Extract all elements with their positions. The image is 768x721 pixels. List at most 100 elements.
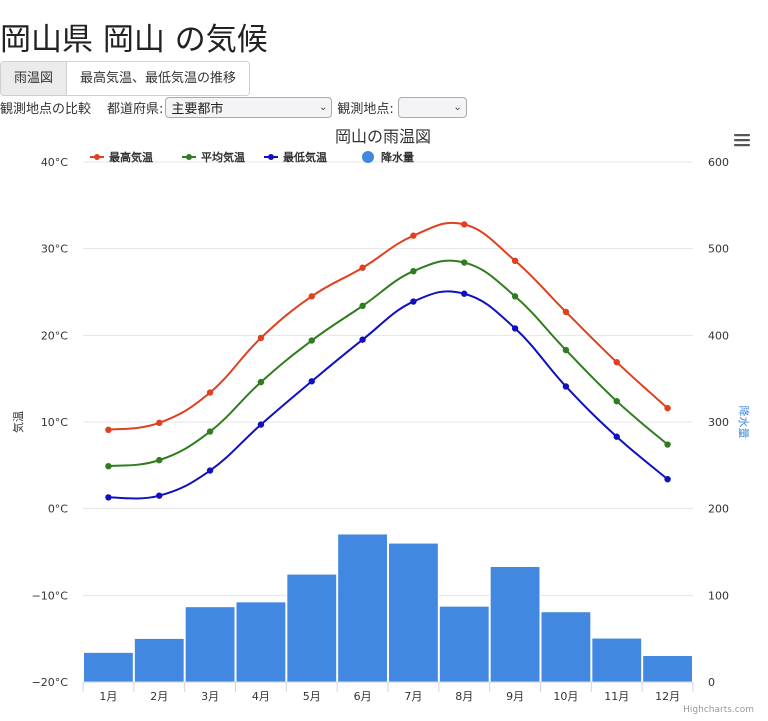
compare-label: 観測地点の比較 <box>0 101 92 117</box>
filter-row: 観測地点の比較 都道府県: 主要都市 ⌄ 観測地点: ⌄ <box>0 95 467 119</box>
chart-title: 岡山の雨温図 <box>335 127 431 146</box>
series-point <box>257 334 265 342</box>
menu-icon-bar <box>734 139 750 142</box>
precip-bar <box>540 611 592 683</box>
series-point <box>664 441 671 448</box>
grid <box>83 161 693 683</box>
series-point <box>105 463 112 470</box>
legend-label: 平均気温 <box>201 150 245 164</box>
precip-bar <box>388 542 439 683</box>
series-point <box>359 264 366 271</box>
y-left-tick-label: −20°C <box>32 676 69 689</box>
y-right-tick-label: 500 <box>708 243 729 256</box>
series-point <box>562 346 570 354</box>
series-point <box>359 302 366 310</box>
series-point <box>308 337 315 344</box>
x-tick-label: 6月 <box>354 690 372 703</box>
station-select[interactable]: ⌄ <box>397 96 467 118</box>
station-label: 観測地点: <box>337 101 394 117</box>
x-tick-label: 1月 <box>99 690 117 703</box>
series-point <box>359 336 366 343</box>
series-point <box>511 257 519 264</box>
y-right-axis-title: 降水量 <box>737 406 751 439</box>
view-tabs: 雨温図 最高気温、最低気温の推移 <box>0 61 251 96</box>
series-point <box>562 383 570 390</box>
axes: −20°C −10°C 0°C 10°C 20°C 30°C 40°C 0 100 200 300 4… <box>11 156 751 703</box>
legend: 最高気温 平均気温 最低気温 降水量 <box>90 150 414 164</box>
x-tick-label: 10月 <box>553 690 578 703</box>
y-right-tick-label: 0 <box>708 676 715 689</box>
series-point <box>511 325 519 332</box>
series-point <box>156 492 163 499</box>
series-point <box>664 404 671 412</box>
y-left-axis-title: 気温 <box>11 411 25 433</box>
y-right-tick-label: 300 <box>708 416 729 429</box>
y-left-tick-label: 0°C <box>48 503 68 516</box>
credit-link[interactable]: Highcharts.com <box>683 705 754 715</box>
legend-symbol <box>94 154 100 160</box>
series-point <box>613 359 620 366</box>
series-point <box>257 378 265 386</box>
series-point <box>461 259 468 266</box>
series-point <box>206 467 214 474</box>
series-point <box>206 428 214 435</box>
series-point <box>156 419 163 427</box>
menu-icon[interactable] <box>734 134 750 147</box>
x-tick-label: 3月 <box>201 690 219 703</box>
x-tick-label: 7月 <box>404 690 422 703</box>
series-point <box>461 290 468 297</box>
prefecture-select[interactable]: 主要都市 ⌄ <box>165 96 333 118</box>
tab-rain-temp[interactable]: 雨温図 <box>1 62 68 95</box>
series-point <box>562 308 570 316</box>
temperature-lines <box>105 221 671 501</box>
y-left-tick-label: 30°C <box>41 243 68 256</box>
series-point <box>613 398 620 405</box>
precip-bar <box>591 637 643 683</box>
y-right-tick-label: 400 <box>708 329 729 342</box>
series-point <box>105 426 112 433</box>
series-line <box>108 290 669 500</box>
y-right-tick-label: 600 <box>708 156 729 169</box>
y-left-tick-label: 10°C <box>41 416 68 429</box>
series-point <box>511 293 519 300</box>
series-point <box>613 433 620 440</box>
menu-icon-bar <box>734 144 750 147</box>
legend-symbol <box>268 154 274 160</box>
series-point <box>664 476 671 483</box>
series-point <box>461 221 468 228</box>
x-tick-label: 4月 <box>252 690 270 703</box>
x-tick-label: 12月 <box>655 690 680 703</box>
series-point <box>105 494 112 501</box>
legend-symbol <box>362 151 374 163</box>
y-left-tick-label: 20°C <box>41 329 68 342</box>
prefecture-select-value: 主要都市 <box>171 101 224 117</box>
climate-chart: −20°C −10°C 0°C 10°C 20°C 30°C 40°C 0 100 200 300 4… <box>11 127 751 703</box>
precip-bar <box>184 606 236 683</box>
prefecture-label: 都道府県: <box>107 101 164 117</box>
precip-bar <box>438 605 490 683</box>
precip-bar <box>286 573 338 683</box>
y-right-tick-label: 200 <box>708 503 729 516</box>
x-tick-label: 8月 <box>455 690 473 703</box>
tab-temp-trend[interactable]: 最高気温、最低気温の推移 <box>67 62 250 95</box>
legend-label: 最高気温 <box>109 150 153 164</box>
legend-symbol <box>186 154 192 160</box>
series-line <box>108 221 669 431</box>
series-point <box>410 298 417 305</box>
series-point <box>410 232 417 239</box>
precip-bar <box>235 601 287 683</box>
series-point <box>156 456 163 464</box>
precip-bars <box>83 533 694 683</box>
legend-label: 最低気温 <box>283 150 327 164</box>
series-point <box>410 268 417 275</box>
menu-icon-bar <box>734 134 750 137</box>
y-right-tick-label: 100 <box>708 589 729 602</box>
y-left-tick-label: 40°C <box>41 156 68 169</box>
precip-bar <box>337 533 388 683</box>
series-point <box>308 293 315 300</box>
precip-bar <box>489 565 541 683</box>
x-tick-label: 9月 <box>506 690 524 703</box>
x-tick-label: 5月 <box>303 690 321 703</box>
chevron-down-icon: ⌄ <box>453 101 462 113</box>
series-point <box>308 378 315 385</box>
